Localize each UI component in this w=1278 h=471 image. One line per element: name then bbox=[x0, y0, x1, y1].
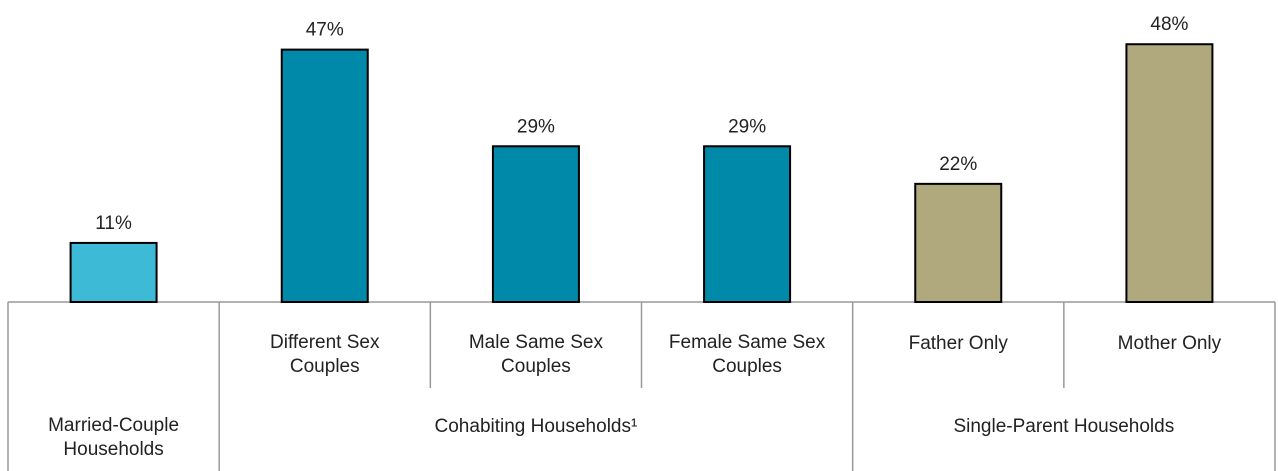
group-label-2: Single-Parent Households bbox=[953, 416, 1174, 437]
bar-5 bbox=[1125, 43, 1214, 304]
category-label-1: Different Sex Couples bbox=[270, 332, 380, 377]
category-label-5: Mother Only bbox=[1118, 333, 1222, 354]
value-label-0: 11% bbox=[95, 213, 132, 234]
category-label-2: Male Same Sex Couples bbox=[469, 332, 604, 377]
value-label-1: 47% bbox=[306, 20, 344, 41]
bars bbox=[69, 43, 1214, 304]
bar-4 bbox=[914, 182, 1003, 303]
group-label-0: Married-Couple Households bbox=[48, 415, 179, 460]
bar-2 bbox=[491, 145, 580, 303]
value-label-2: 29% bbox=[517, 116, 555, 137]
category-label-4: Father Only bbox=[909, 333, 1009, 354]
value-label-3: 29% bbox=[728, 116, 766, 137]
bar-3 bbox=[703, 145, 792, 303]
labels: 11% 47% 29% 29% 22% 48% Different Sex Couples Ma… bbox=[48, 14, 1222, 460]
group-label-1: Cohabiting Households¹ bbox=[435, 416, 638, 437]
bar-0 bbox=[69, 241, 158, 303]
bar-1 bbox=[280, 48, 369, 303]
value-label-4: 22% bbox=[939, 154, 977, 175]
category-label-3: Female Same Sex Couples bbox=[669, 332, 826, 377]
value-label-5: 48% bbox=[1150, 14, 1188, 35]
category-axis bbox=[7, 301, 1276, 471]
